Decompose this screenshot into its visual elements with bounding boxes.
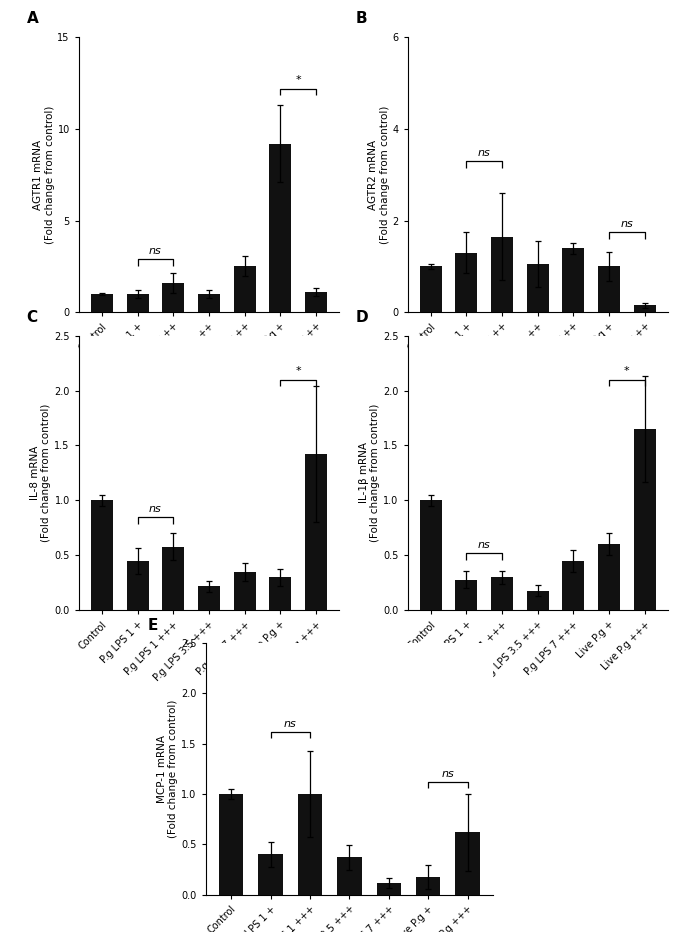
Text: *: * [624, 366, 630, 377]
Bar [269, 144, 291, 312]
Text: ns: ns [478, 147, 490, 158]
Bar [562, 561, 584, 610]
Bar [420, 267, 442, 312]
Bar [377, 883, 401, 895]
Bar [491, 578, 513, 610]
Text: ns: ns [284, 719, 297, 729]
Bar [527, 591, 549, 610]
Bar [305, 454, 327, 610]
Y-axis label: IL-8 mRNA
(Fold change from control): IL-8 mRNA (Fold change from control) [30, 404, 51, 542]
Text: *: * [295, 75, 301, 85]
Bar [305, 292, 327, 312]
Bar [234, 267, 256, 312]
Text: ns: ns [442, 769, 454, 779]
Bar [258, 855, 283, 895]
Text: B: B [356, 11, 367, 26]
Bar [127, 561, 149, 610]
Bar [219, 794, 243, 895]
Bar [91, 294, 113, 312]
Bar [234, 572, 256, 610]
Y-axis label: AGTR1 mRNA
(Fold change from control): AGTR1 mRNA (Fold change from control) [33, 105, 55, 244]
Bar [562, 248, 584, 312]
Y-axis label: AGTR2 mRNA
(Fold change from control): AGTR2 mRNA (Fold change from control) [368, 105, 390, 244]
Bar [634, 429, 656, 610]
Bar [337, 857, 362, 895]
Bar [491, 237, 513, 312]
Bar [456, 580, 477, 610]
Bar [598, 267, 620, 312]
Bar [420, 500, 442, 610]
Text: A: A [27, 11, 38, 26]
Bar [527, 264, 549, 312]
Y-axis label: IL-1β mRNA
(Fold change from control): IL-1β mRNA (Fold change from control) [359, 404, 380, 542]
Text: ns: ns [621, 219, 633, 228]
Bar [198, 586, 220, 610]
Bar [456, 832, 480, 895]
Text: ns: ns [149, 503, 162, 514]
Bar [269, 578, 291, 610]
Bar [598, 544, 620, 610]
Bar [456, 253, 477, 312]
Bar [127, 294, 149, 312]
Bar [198, 294, 220, 312]
Text: D: D [356, 309, 368, 324]
Bar [91, 500, 113, 610]
Bar [162, 283, 184, 312]
Bar [416, 877, 440, 895]
Y-axis label: MCP-1 mRNA
(Fold change from control): MCP-1 mRNA (Fold change from control) [157, 700, 178, 838]
Text: ns: ns [149, 246, 162, 255]
Bar [298, 794, 322, 895]
Text: ns: ns [478, 540, 490, 550]
Text: *: * [295, 366, 301, 377]
Bar [162, 547, 184, 610]
Text: C: C [27, 309, 38, 324]
Text: E: E [148, 618, 158, 633]
Bar [634, 306, 656, 312]
